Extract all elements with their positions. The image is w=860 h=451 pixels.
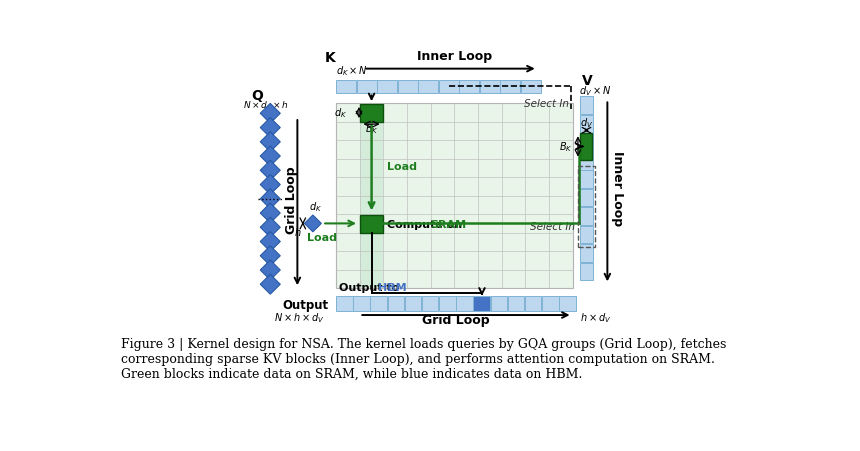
Text: V: V — [582, 74, 593, 88]
Bar — [405, 296, 421, 312]
Text: $B_K$: $B_K$ — [559, 140, 573, 154]
Bar — [439, 296, 456, 312]
Bar — [580, 115, 593, 133]
Bar — [439, 81, 458, 93]
Bar — [521, 81, 541, 93]
Bar — [357, 81, 377, 93]
Bar — [580, 226, 593, 244]
Text: $N \times d_K \times h$: $N \times d_K \times h$ — [243, 100, 289, 112]
Bar — [580, 152, 593, 170]
Bar — [353, 296, 370, 312]
Text: Q: Q — [251, 89, 263, 103]
Bar — [480, 81, 500, 93]
Polygon shape — [261, 218, 280, 238]
Bar — [359, 104, 384, 289]
Polygon shape — [261, 189, 280, 209]
Bar — [507, 296, 525, 312]
Bar — [336, 81, 356, 93]
Text: Inner Loop: Inner Loop — [417, 51, 492, 63]
Text: $B_K$: $B_K$ — [365, 122, 378, 135]
Bar — [397, 81, 418, 93]
Bar — [501, 81, 520, 93]
Bar — [388, 296, 404, 312]
Text: Grid Loop: Grid Loop — [422, 313, 490, 326]
Text: $h \times d_V$: $h \times d_V$ — [580, 311, 611, 325]
Bar — [336, 296, 353, 312]
Polygon shape — [261, 232, 280, 252]
Text: Output to: Output to — [339, 283, 403, 293]
Text: SRAM: SRAM — [431, 220, 467, 230]
Bar — [580, 263, 593, 281]
Bar — [422, 296, 439, 312]
Text: Output: Output — [282, 298, 329, 311]
Text: $d_V \times N$: $d_V \times N$ — [579, 84, 611, 98]
Text: $h$: $h$ — [294, 226, 301, 237]
Text: HBM: HBM — [378, 283, 407, 293]
Polygon shape — [261, 260, 280, 281]
Bar — [580, 97, 593, 115]
Bar — [378, 81, 397, 93]
Polygon shape — [261, 161, 280, 181]
Bar — [580, 171, 593, 189]
Bar — [578, 166, 595, 248]
Text: $N \times h \times d_V$: $N \times h \times d_V$ — [273, 311, 324, 325]
Text: Load: Load — [386, 162, 416, 172]
Text: $d_K \times N$: $d_K \times N$ — [336, 64, 368, 78]
Bar — [473, 296, 490, 312]
Polygon shape — [261, 175, 280, 195]
Text: Select In: Select In — [525, 99, 569, 109]
Bar — [580, 134, 592, 161]
Text: Figure 3 | Kernel design for NSA. The kernel loads queries by GQA groups (Grid L: Figure 3 | Kernel design for NSA. The ke… — [121, 337, 727, 380]
Bar — [418, 81, 439, 93]
Bar — [457, 296, 473, 312]
Bar — [359, 105, 383, 123]
Text: K: K — [324, 51, 335, 65]
Bar — [580, 189, 593, 207]
Bar — [580, 244, 593, 262]
Text: Inner Loop: Inner Loop — [611, 151, 624, 226]
Polygon shape — [261, 246, 280, 266]
Bar — [525, 296, 542, 312]
Text: Compute on: Compute on — [387, 220, 466, 230]
Bar — [336, 104, 573, 289]
Bar — [542, 296, 559, 312]
Text: $d_K$: $d_K$ — [309, 199, 322, 213]
Text: Load: Load — [307, 232, 336, 242]
Bar — [371, 296, 387, 312]
Polygon shape — [304, 216, 322, 232]
Text: Select In: Select In — [530, 221, 574, 231]
Bar — [359, 216, 383, 233]
Bar — [580, 134, 593, 152]
Polygon shape — [261, 147, 280, 167]
Bar — [490, 296, 507, 312]
Text: Grid Loop: Grid Loop — [286, 166, 298, 233]
Polygon shape — [261, 203, 280, 224]
Polygon shape — [261, 104, 280, 124]
Polygon shape — [261, 133, 280, 152]
Text: $d_V$: $d_V$ — [580, 116, 593, 130]
Polygon shape — [261, 118, 280, 138]
Bar — [580, 207, 593, 226]
Text: $d_K$: $d_K$ — [335, 106, 347, 120]
Bar — [459, 81, 479, 93]
Bar — [559, 296, 575, 312]
Polygon shape — [261, 275, 280, 295]
